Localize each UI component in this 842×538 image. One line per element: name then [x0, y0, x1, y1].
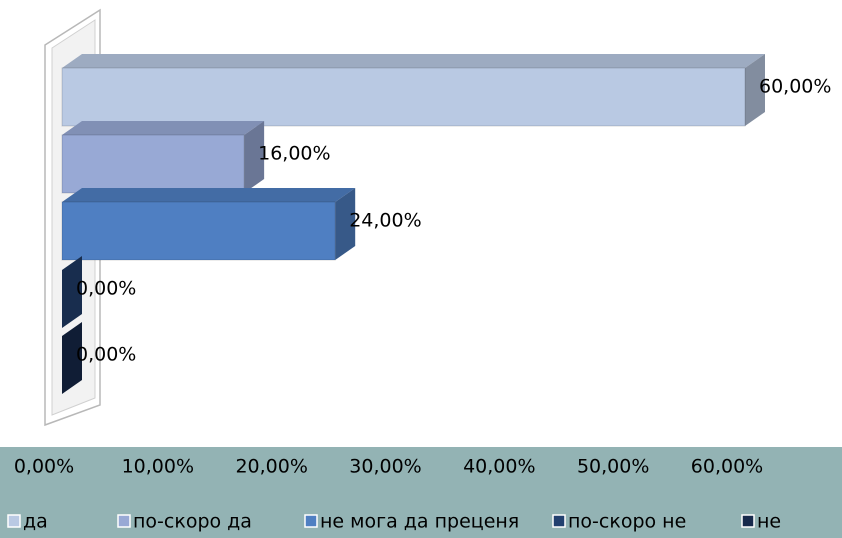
bar	[61, 134, 245, 194]
value-label: 0,00%	[76, 278, 136, 300]
bar-top	[62, 121, 265, 135]
x-tick-label: 10,00%	[122, 456, 194, 478]
legend-label: не мога да преценя	[320, 511, 519, 533]
bar-top	[62, 188, 356, 202]
x-tick-label: 0,00%	[14, 456, 74, 478]
x-tick-label: 60,00%	[691, 456, 763, 478]
bar-side	[244, 121, 265, 193]
value-label: 60,00%	[759, 76, 831, 98]
value-label: 24,00%	[349, 210, 421, 232]
x-tick-label: 50,00%	[577, 456, 649, 478]
x-tick-label: 30,00%	[349, 456, 421, 478]
legend-swatch	[552, 514, 566, 528]
x-tick-label: 40,00%	[463, 456, 535, 478]
bar-top	[62, 54, 765, 68]
legend-label: по-скоро не	[568, 511, 686, 533]
legend-swatch	[7, 514, 21, 528]
bar	[61, 201, 336, 261]
legend-label: по-скоро да	[133, 511, 252, 533]
bar-side	[62, 322, 82, 394]
bar-side	[335, 188, 356, 260]
bar	[61, 67, 746, 127]
legend-band	[0, 447, 842, 538]
bar-side	[62, 256, 82, 328]
legend-label: не	[757, 511, 781, 533]
legend-swatch	[741, 514, 755, 528]
value-label: 16,00%	[258, 143, 330, 165]
legend-swatch	[304, 514, 318, 528]
legend-swatch	[117, 514, 131, 528]
value-label: 0,00%	[76, 344, 136, 366]
x-tick-label: 20,00%	[235, 456, 307, 478]
bar-side	[745, 54, 765, 126]
legend-label: да	[23, 511, 48, 533]
